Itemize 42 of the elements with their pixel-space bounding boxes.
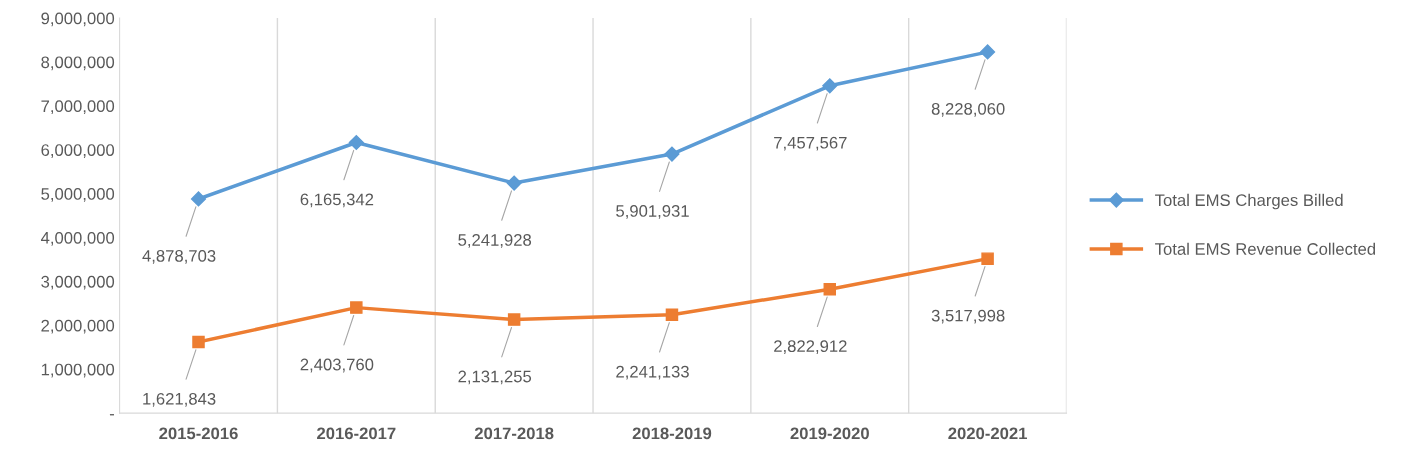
point bbox=[348, 134, 364, 151]
y-tick-label: 5,000,000 bbox=[41, 188, 115, 202]
point bbox=[823, 282, 837, 296]
point bbox=[350, 301, 363, 314]
point bbox=[506, 175, 522, 191]
point bbox=[822, 78, 838, 94]
y-tick-label: 8,000,000 bbox=[41, 56, 115, 71]
data-label: 3,517,998 bbox=[931, 309, 1005, 324]
x-tick-label: 2017-2018 bbox=[474, 427, 554, 440]
data-label: 1,621,843 bbox=[143, 392, 216, 407]
x-tick-label: 2020-2021 bbox=[948, 427, 1027, 440]
data-label: 7,457,567 bbox=[774, 136, 847, 151]
y-tick-label: 6,000,000 bbox=[41, 144, 115, 158]
y-tick-label: - bbox=[109, 414, 114, 416]
data-label: 6,165,342 bbox=[300, 193, 374, 208]
data-label: 4,878,703 bbox=[142, 249, 216, 264]
point bbox=[980, 44, 996, 60]
data-label: 2,241,133 bbox=[616, 365, 689, 380]
x-tick-label: 2015-2016 bbox=[159, 427, 238, 440]
data-label: 2,822,912 bbox=[774, 340, 847, 354]
y-tick-label: 3,000,000 bbox=[41, 275, 115, 290]
data-label: 2,131,255 bbox=[458, 370, 532, 385]
point bbox=[665, 308, 679, 322]
data-label: 5,901,931 bbox=[616, 205, 689, 219]
y-tick-label: 4,000,000 bbox=[40, 231, 115, 246]
legend-label: Total EMS Revenue Collected bbox=[1155, 242, 1376, 255]
point bbox=[507, 313, 521, 326]
x-tick-label: 2018-2019 bbox=[632, 427, 712, 440]
y-tick-label: 1,000,000 bbox=[41, 363, 115, 378]
point bbox=[981, 252, 994, 265]
x-tick-label: 2019-2020 bbox=[790, 427, 869, 440]
point bbox=[190, 191, 207, 207]
legend-label: Total EMS Charges Billed bbox=[1155, 193, 1343, 210]
data-label: 5,241,928 bbox=[458, 234, 532, 248]
point bbox=[664, 146, 680, 162]
point bbox=[192, 335, 205, 349]
x-tick-label: 2016-2017 bbox=[317, 427, 396, 440]
data-label: 2,403,760 bbox=[300, 358, 374, 373]
y-tick-label: 7,000,000 bbox=[41, 100, 115, 115]
y-tick-label: 2,000,000 bbox=[41, 319, 115, 334]
y-tick-label: 9,000,000 bbox=[41, 12, 115, 27]
data-label: 8,228,060 bbox=[931, 102, 1005, 117]
